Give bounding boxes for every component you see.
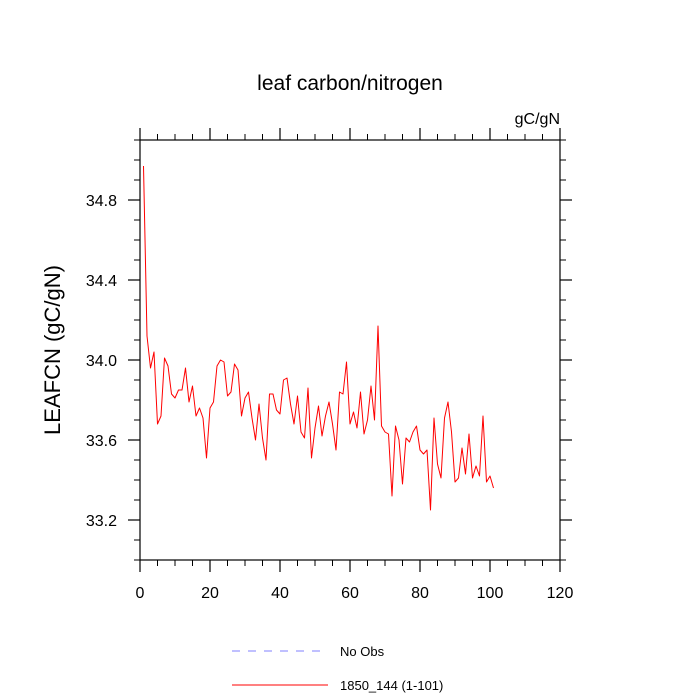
series-group bbox=[143, 165, 494, 511]
x-tick-label: 40 bbox=[271, 585, 289, 602]
y-tick-label: 34.8 bbox=[86, 193, 117, 210]
series-line-0 bbox=[143, 165, 494, 511]
chart-title: leaf carbon/nitrogen bbox=[257, 72, 443, 95]
y-tick-label: 33.2 bbox=[86, 513, 117, 530]
legend: No Obs 1850_144 (1-101) bbox=[232, 644, 443, 693]
axis-ticks bbox=[128, 128, 572, 572]
y-axis-label: LEAFCN (gC/gN) bbox=[40, 265, 65, 435]
x-tick-label: 20 bbox=[201, 585, 219, 602]
x-tick-label: 120 bbox=[547, 585, 574, 602]
y-tick-label: 33.6 bbox=[86, 433, 117, 450]
legend-label-no-obs: No Obs bbox=[340, 644, 385, 659]
units-label: gC/gN bbox=[515, 111, 560, 128]
plot-frame bbox=[139, 139, 561, 561]
y-tick-label: 34.0 bbox=[86, 353, 117, 370]
x-tick-label: 0 bbox=[136, 585, 145, 602]
x-tick-label: 60 bbox=[341, 585, 359, 602]
y-tick-label: 34.4 bbox=[86, 273, 117, 290]
legend-label-series: 1850_144 (1-101) bbox=[340, 678, 443, 693]
x-tick-label: 80 bbox=[411, 585, 429, 602]
x-tick-label: 100 bbox=[477, 585, 504, 602]
axis-tick-labels: 0 20 40 60 80 100 120 33.2 33.6 34.0 34.4 34.8 bbox=[86, 193, 574, 602]
